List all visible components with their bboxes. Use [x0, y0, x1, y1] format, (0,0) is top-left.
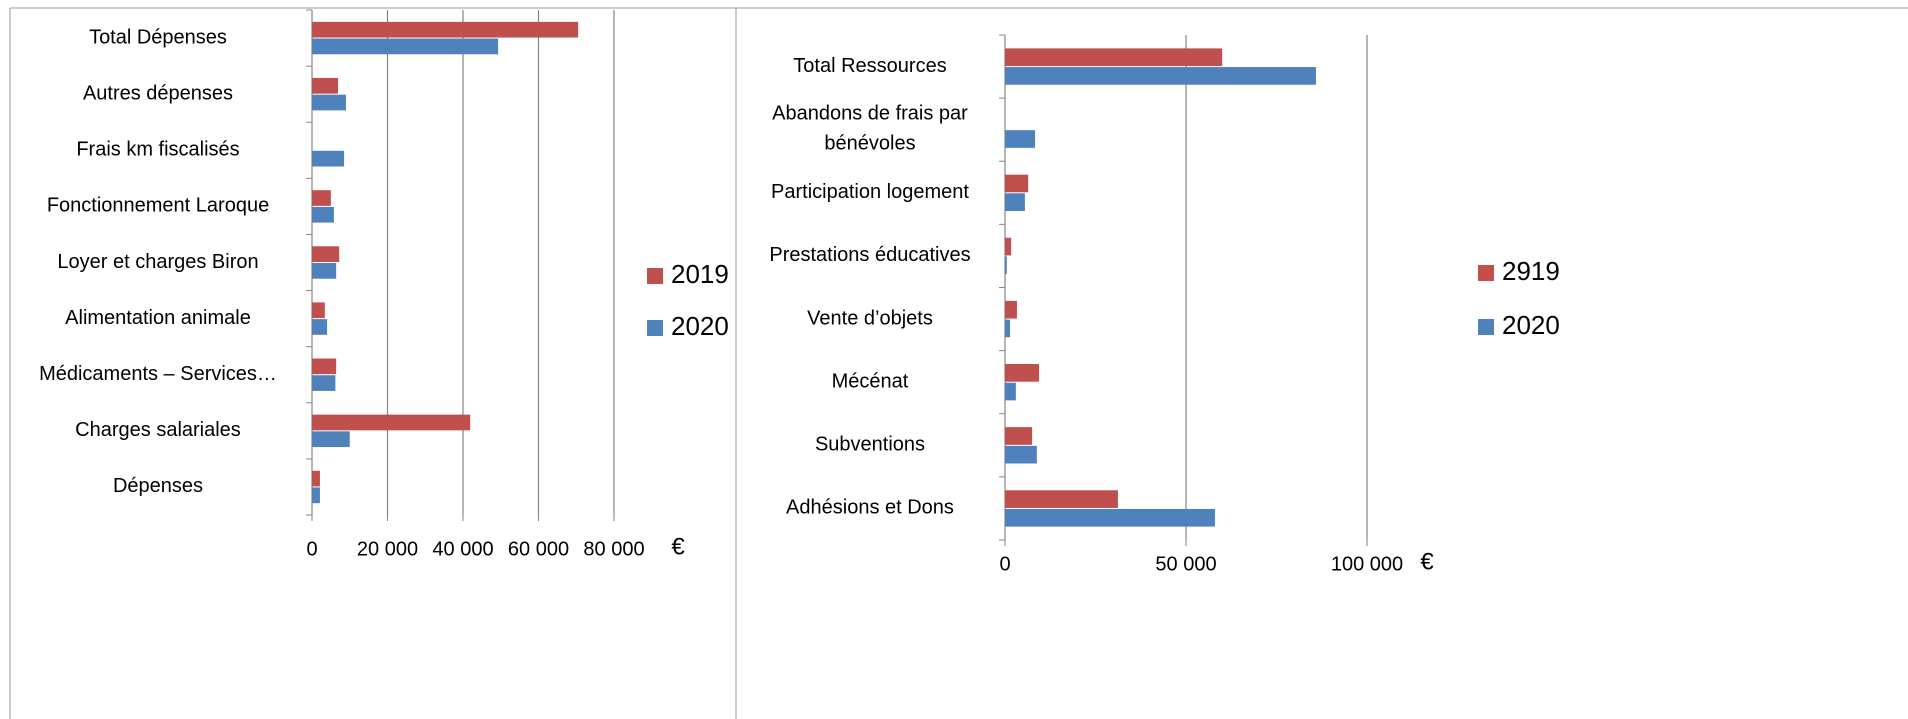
bar [1005, 174, 1029, 193]
bar [312, 21, 579, 38]
bar [312, 246, 340, 262]
bar [312, 302, 325, 319]
y-tick-label: Fonctionnement Laroque [47, 195, 269, 217]
legend-label: 2020 [671, 311, 729, 341]
bar [312, 77, 339, 94]
y-tick-label: Frais km fiscalisés [76, 139, 239, 161]
bar [312, 358, 337, 375]
y-tick-label: Abandons de frais par bénévoles [772, 103, 968, 155]
y-tick-label: Total Ressources [793, 55, 946, 77]
y-tick-label: Loyer et charges Biron [57, 251, 258, 273]
y-tick-label: Charges salariales [75, 419, 241, 441]
bar [1005, 48, 1223, 67]
y-tick-label: Dépenses [113, 475, 203, 497]
y-tick-label: Alimentation animale [65, 307, 251, 329]
bar [1005, 237, 1012, 256]
legend-swatch [1478, 265, 1494, 281]
x-tick-label: 40 000 [432, 538, 493, 560]
x-tick-label: 60 000 [508, 538, 569, 560]
bar [1005, 130, 1036, 148]
x-tick-label: 50 000 [1155, 553, 1216, 575]
bar [312, 263, 337, 279]
bar [312, 94, 346, 111]
y-tick-label: Prestations éducatives [769, 244, 970, 266]
y-tick-label: Subventions [815, 434, 925, 456]
legend-swatch [1478, 319, 1494, 335]
bar [1005, 445, 1037, 464]
y-tick-label: Vente d’objets [807, 307, 933, 329]
x-tick-label: 20 000 [357, 538, 418, 560]
bar [312, 38, 499, 55]
x-tick-label: 0 [999, 553, 1010, 575]
bar [1005, 193, 1025, 211]
legend-label: 2919 [1502, 256, 1560, 286]
y-tick-label: Total Dépenses [89, 26, 227, 48]
bar [312, 150, 345, 167]
bar [1005, 490, 1118, 508]
y-tick-label: Mécénat [832, 370, 909, 392]
bar [312, 375, 336, 391]
bar [312, 206, 334, 223]
legend-label: 2020 [1502, 310, 1560, 340]
bar [1005, 508, 1215, 527]
y-tick-label: Autres dépenses [83, 82, 233, 104]
legend-label: 2019 [671, 259, 729, 289]
x-tick-label: 80 000 [583, 538, 644, 560]
bar [1005, 300, 1017, 319]
bar [1005, 319, 1011, 338]
legend-swatch [647, 268, 663, 284]
bar [1005, 67, 1316, 85]
bar [1005, 427, 1033, 445]
x-axis-unit: € [671, 533, 685, 560]
bar [1005, 364, 1040, 382]
bar [312, 487, 320, 504]
bar [312, 431, 350, 448]
bar [312, 319, 328, 335]
x-axis-unit: € [1420, 548, 1434, 575]
y-tick-label: Médicaments – Services… [39, 363, 277, 385]
bar [1005, 256, 1007, 275]
bar [312, 470, 320, 487]
bar [1005, 382, 1016, 401]
x-tick-label: 0 [306, 538, 317, 560]
x-tick-label: 100 000 [1331, 553, 1403, 575]
bar [312, 414, 471, 431]
legend-swatch [647, 320, 663, 336]
y-tick-label: Adhésions et Dons [786, 497, 954, 519]
bar [312, 190, 331, 206]
y-tick-label: Participation logement [771, 181, 969, 203]
